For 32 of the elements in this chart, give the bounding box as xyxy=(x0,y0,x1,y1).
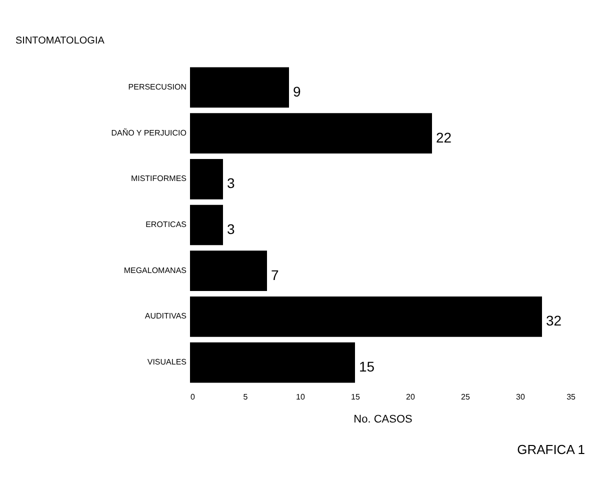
y-tick-label: MEGALOMANAS xyxy=(124,266,186,275)
data-label: 32 xyxy=(546,312,562,329)
bar xyxy=(190,250,267,292)
x-tick-label: 10 xyxy=(296,392,306,402)
x-axis-title: No. CASOS xyxy=(354,414,412,426)
x-tick-label: 20 xyxy=(406,392,416,402)
bar xyxy=(190,158,223,200)
bar xyxy=(190,67,289,108)
x-tick-label: 5 xyxy=(243,392,248,402)
y-axis-title: SINTOMATOLOGIA xyxy=(16,36,105,46)
x-tick-label: 35 xyxy=(566,392,576,402)
x-tick-label: 25 xyxy=(461,392,470,402)
bar xyxy=(190,342,355,383)
y-tick-label: EROTICAS xyxy=(146,220,186,229)
y-tick-label: DAÑO Y PERJUICIO xyxy=(111,127,186,138)
data-label: 3 xyxy=(227,221,235,237)
y-tick-label: MISTIFORMES xyxy=(130,174,186,184)
x-tick-label: 30 xyxy=(516,392,526,402)
bar xyxy=(190,204,223,246)
bar xyxy=(190,113,432,154)
y-tick-label: AUDITIVAS xyxy=(144,312,186,321)
bar xyxy=(190,296,542,337)
data-label: 9 xyxy=(293,83,301,100)
data-label: 3 xyxy=(227,175,235,192)
data-label: 7 xyxy=(271,266,279,283)
text: GRAFICA 1 xyxy=(517,442,585,457)
x-tick-label: 15 xyxy=(351,392,360,402)
data-label: 22 xyxy=(436,129,452,146)
x-tick-label: 0 xyxy=(190,392,196,402)
data-label: 15 xyxy=(359,358,375,375)
y-tick-label: PERSECUSION xyxy=(128,82,187,92)
y-tick-label: VISUALES xyxy=(147,358,186,367)
